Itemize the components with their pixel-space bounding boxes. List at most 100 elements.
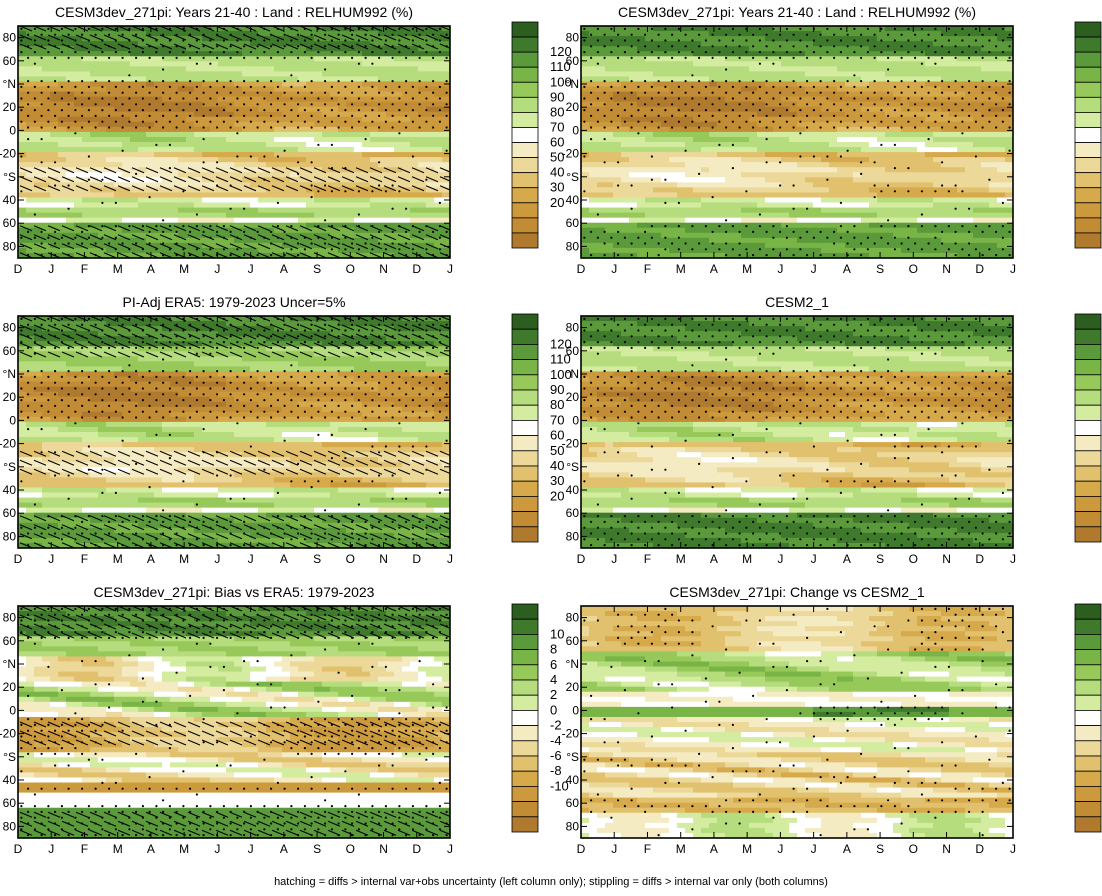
heatmap-cell — [266, 51, 275, 57]
heatmap-cell — [997, 66, 1006, 72]
heatmap-cell — [402, 107, 411, 113]
stipple-dot — [419, 126, 421, 128]
heatmap-cell — [346, 152, 355, 158]
heatmap-cell — [685, 61, 694, 67]
heatmap-cell — [362, 152, 371, 158]
heatmap-cell — [402, 213, 411, 219]
stipple-dot — [277, 225, 279, 227]
colorbar-swatch — [512, 158, 538, 173]
heatmap-cell — [314, 132, 323, 138]
heatmap-cell — [909, 87, 918, 93]
stipple-dot — [432, 103, 434, 105]
heatmap-cell — [410, 76, 419, 82]
stipple-dot — [169, 225, 171, 227]
heatmap-cell — [130, 107, 139, 113]
heatmap-cell — [869, 132, 878, 138]
heatmap-cell — [306, 51, 315, 57]
heatmap-cell — [106, 71, 115, 77]
heatmap-cell — [829, 66, 838, 72]
heatmap-cell — [717, 97, 726, 103]
heatmap-cell — [330, 162, 339, 168]
heatmap-cell — [194, 197, 203, 203]
heatmap-cell — [402, 218, 411, 224]
heatmap-cell — [597, 147, 606, 153]
heatmap-cell — [845, 41, 854, 47]
stipple-dot — [101, 86, 103, 88]
heatmap-cell — [258, 218, 267, 224]
stipple-dot — [392, 184, 394, 186]
heatmap-cell — [346, 197, 355, 203]
heatmap-cell — [282, 137, 291, 143]
heatmap-cell — [410, 92, 419, 98]
hatch-line — [6, 44, 18, 49]
heatmap-cell — [130, 76, 139, 82]
stipple-dot — [284, 242, 286, 244]
stipple-dot — [432, 231, 434, 233]
heatmap-cell — [893, 76, 902, 82]
heatmap-cell — [146, 61, 155, 67]
heatmap-cell — [829, 97, 838, 103]
heatmap-cell — [178, 182, 187, 188]
heatmap-cell — [434, 228, 443, 234]
stipple-dot — [34, 109, 36, 111]
heatmap-cell — [781, 51, 790, 57]
stipple-dot — [135, 242, 137, 244]
stipple-dot — [108, 92, 110, 94]
heatmap-cell — [941, 71, 950, 77]
stipple-dot — [54, 103, 56, 105]
heatmap-cell — [933, 36, 942, 42]
heatmap-cell — [234, 92, 243, 98]
heatmap-cell — [66, 107, 75, 113]
heatmap-cell — [370, 147, 379, 153]
heatmap-cell — [290, 132, 299, 138]
heatmap-cell — [42, 182, 51, 188]
heatmap-cell — [925, 26, 934, 32]
heatmap-cell — [194, 41, 203, 47]
heatmap-cell — [338, 66, 347, 72]
heatmap-cell — [645, 112, 654, 118]
hatch-line — [482, 253, 494, 258]
heatmap-cell — [709, 147, 718, 153]
heatmap-cell — [130, 56, 139, 62]
heatmap-cell — [250, 147, 259, 153]
heatmap-cell — [298, 152, 307, 158]
heatmap-cell — [741, 71, 750, 77]
heatmap-cell — [957, 61, 966, 67]
heatmap-cell — [90, 162, 99, 168]
heatmap-cell — [322, 122, 331, 128]
heatmap-cell — [98, 46, 107, 52]
stipple-dot — [297, 103, 299, 105]
stipple-dot — [95, 115, 97, 117]
heatmap-cell — [226, 152, 235, 158]
heatmap-cell — [973, 107, 982, 113]
heatmap-cell — [330, 127, 339, 133]
heatmap-cell — [669, 97, 678, 103]
stipple-dot — [47, 86, 49, 88]
heatmap-cell — [410, 117, 419, 123]
heatmap-cell — [434, 223, 443, 229]
heatmap-cell — [629, 137, 638, 143]
stipple-dot — [189, 115, 191, 117]
heatmap-cell — [162, 208, 171, 214]
heatmap-cell — [653, 117, 662, 123]
stipple-dot — [122, 92, 124, 94]
heatmap-cell — [306, 213, 315, 219]
heatmap-cell — [378, 142, 387, 148]
heatmap-cell — [234, 182, 243, 188]
heatmap-cell — [138, 182, 147, 188]
heatmap-cell — [234, 197, 243, 203]
heatmap-cell — [18, 142, 27, 148]
heatmap-cell — [709, 26, 718, 32]
stipple-dot — [243, 115, 245, 117]
heatmap-cell — [805, 66, 814, 72]
heatmap-cell — [90, 238, 99, 244]
heatmap-cell — [965, 97, 974, 103]
heatmap-cell — [733, 142, 742, 148]
heatmap-cell — [925, 51, 934, 57]
heatmap-cell — [170, 162, 179, 168]
heatmap-cell — [869, 51, 878, 57]
heatmap-cell — [58, 102, 67, 108]
stipple-dot — [378, 115, 380, 117]
heatmap-cell — [194, 97, 203, 103]
stipple-dot — [41, 138, 43, 140]
